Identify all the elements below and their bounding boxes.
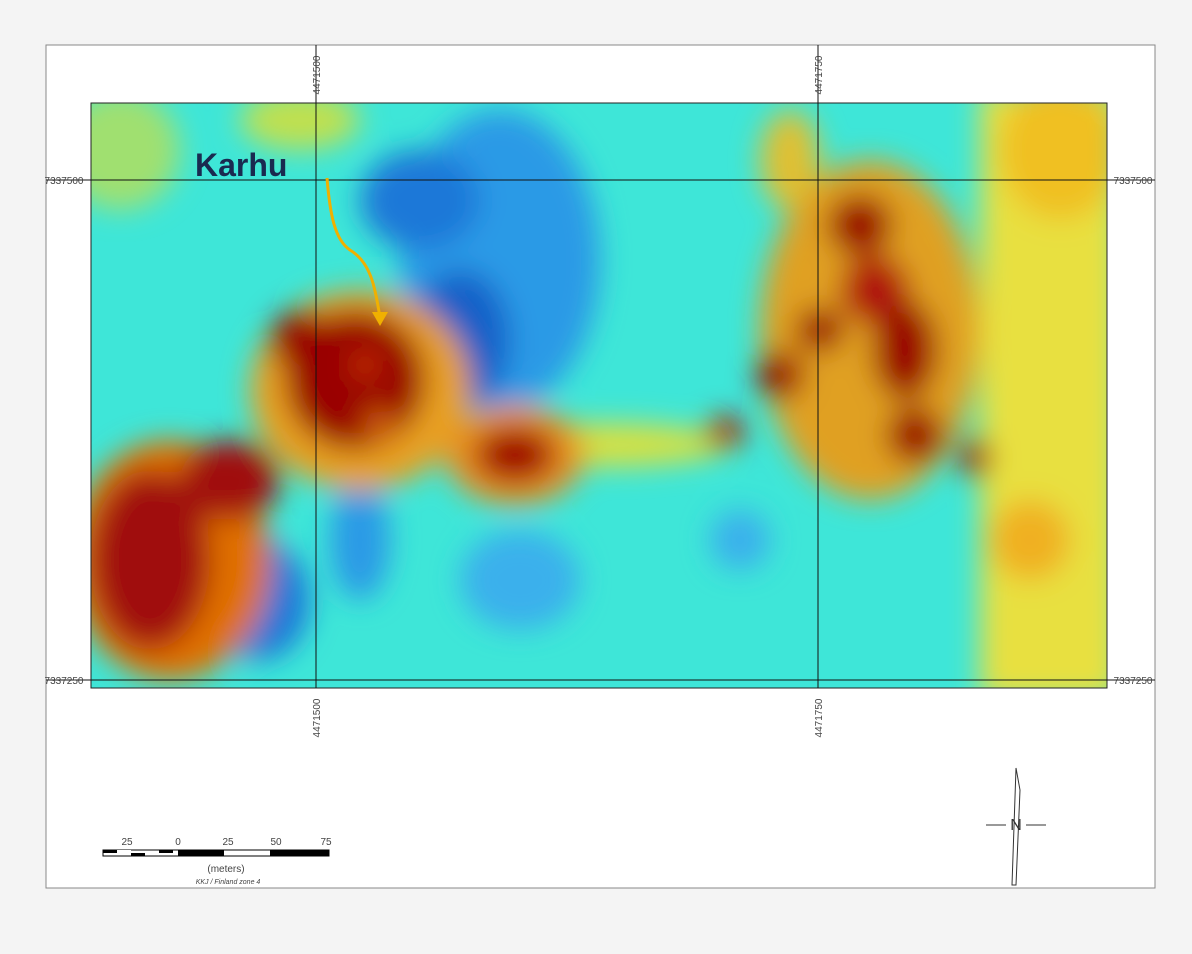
annotation: Karhu bbox=[195, 147, 287, 183]
north-label: N bbox=[1010, 817, 1022, 834]
grid-label: 7337500 bbox=[45, 176, 84, 187]
scale-label: 0 bbox=[175, 837, 181, 848]
grid-label: 4471500 bbox=[312, 698, 323, 737]
scale-label: 75 bbox=[320, 837, 332, 848]
grid-label: 7337250 bbox=[45, 676, 84, 687]
map-page: 4471500 4471750 4471500 4471750 7337500 … bbox=[0, 0, 1192, 954]
grid-label: 4471750 bbox=[814, 55, 825, 94]
scale-label: 25 bbox=[121, 837, 133, 848]
grid-label: 7337500 bbox=[1114, 176, 1153, 187]
grid-label: 7337250 bbox=[1114, 676, 1153, 687]
grid-label: 4471750 bbox=[814, 698, 825, 737]
projection: KKJ / Finland zone 4 bbox=[196, 879, 261, 886]
scale-label: 25 bbox=[222, 837, 234, 848]
grid-label: 4471500 bbox=[312, 55, 323, 94]
scale-unit: (meters) bbox=[207, 864, 244, 875]
scale-label: 50 bbox=[270, 837, 282, 848]
